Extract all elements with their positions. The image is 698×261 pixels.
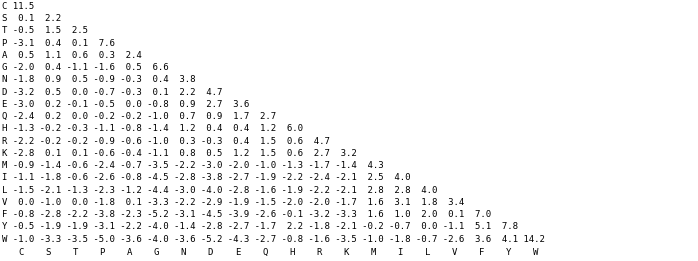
Text: L -1.5 -2.1 -1.3 -2.3 -1.2 -4.4 -3.0 -4.0 -2.8 -1.6 -1.9 -2.2 -2.1  2.8  2.8  4.: L -1.5 -2.1 -1.3 -2.3 -1.2 -4.4 -3.0 -4.… bbox=[2, 186, 438, 194]
Text: H -1.3 -0.2 -0.3 -1.1 -0.8 -1.4  1.2  0.4  0.4  1.2  6.0: H -1.3 -0.2 -0.3 -1.1 -0.8 -1.4 1.2 0.4 … bbox=[2, 124, 303, 133]
Text: T -0.5  1.5  2.5: T -0.5 1.5 2.5 bbox=[2, 26, 88, 35]
Text: L: L bbox=[424, 248, 430, 257]
Text: N -1.8  0.9  0.5 -0.9 -0.3  0.4  3.8: N -1.8 0.9 0.5 -0.9 -0.3 0.4 3.8 bbox=[2, 75, 195, 84]
Text: I: I bbox=[397, 248, 403, 257]
Text: R -2.2 -0.2 -0.2 -0.9 -0.6 -1.0  0.3 -0.3  0.4  1.5  0.6  4.7: R -2.2 -0.2 -0.2 -0.9 -0.6 -1.0 0.3 -0.3… bbox=[2, 137, 330, 146]
Text: D: D bbox=[208, 248, 213, 257]
Text: E -3.0  0.2 -0.1 -0.5  0.0 -0.8  0.9  2.7  3.6: E -3.0 0.2 -0.1 -0.5 0.0 -0.8 0.9 2.7 3.… bbox=[2, 100, 249, 109]
Text: Y: Y bbox=[506, 248, 511, 257]
Text: C 11.5: C 11.5 bbox=[2, 2, 34, 11]
Text: P -3.1  0.4  0.1  7.6: P -3.1 0.4 0.1 7.6 bbox=[2, 39, 115, 48]
Text: M -0.9 -1.4 -0.6 -2.4 -0.7 -3.5 -2.2 -3.0 -2.0 -1.0 -1.3 -1.7 -1.4  4.3: M -0.9 -1.4 -0.6 -2.4 -0.7 -3.5 -2.2 -3.… bbox=[2, 161, 384, 170]
Text: C: C bbox=[18, 248, 24, 257]
Text: E: E bbox=[235, 248, 240, 257]
Text: V: V bbox=[452, 248, 457, 257]
Text: N: N bbox=[181, 248, 186, 257]
Text: G -2.0  0.4 -1.1 -1.6  0.5  6.6: G -2.0 0.4 -1.1 -1.6 0.5 6.6 bbox=[2, 63, 169, 72]
Text: K -2.8  0.1  0.1 -0.6 -0.4 -1.1  0.8  0.5  1.2  1.5  0.6  2.7  3.2: K -2.8 0.1 0.1 -0.6 -0.4 -1.1 0.8 0.5 1.… bbox=[2, 149, 357, 158]
Text: H: H bbox=[289, 248, 295, 257]
Text: A: A bbox=[126, 248, 132, 257]
Text: G: G bbox=[154, 248, 159, 257]
Text: R: R bbox=[316, 248, 322, 257]
Text: Y -0.5 -1.9 -1.9 -3.1 -2.2 -4.0 -1.4 -2.8 -2.7 -1.7  2.2 -1.8 -2.1 -0.2 -0.7  0.: Y -0.5 -1.9 -1.9 -3.1 -2.2 -4.0 -1.4 -2.… bbox=[2, 222, 518, 231]
Text: M: M bbox=[371, 248, 376, 257]
Text: T: T bbox=[73, 248, 77, 257]
Text: W: W bbox=[533, 248, 538, 257]
Text: F -0.8 -2.8 -2.2 -3.8 -2.3 -5.2 -3.1 -4.5 -3.9 -2.6 -0.1 -3.2 -3.3  1.6  1.0  2.: F -0.8 -2.8 -2.2 -3.8 -2.3 -5.2 -3.1 -4.… bbox=[2, 210, 491, 219]
Text: Q: Q bbox=[262, 248, 267, 257]
Text: K: K bbox=[343, 248, 348, 257]
Text: S  0.1  2.2: S 0.1 2.2 bbox=[2, 14, 61, 23]
Text: Q -2.4  0.2  0.0 -0.2 -0.2 -1.0  0.7  0.9  1.7  2.7: Q -2.4 0.2 0.0 -0.2 -0.2 -1.0 0.7 0.9 1.… bbox=[2, 112, 276, 121]
Text: S: S bbox=[45, 248, 51, 257]
Text: A  0.5  1.1  0.6  0.3  2.4: A 0.5 1.1 0.6 0.3 2.4 bbox=[2, 51, 142, 60]
Text: V  0.0 -1.0  0.0 -1.8  0.1 -3.3 -2.2 -2.9 -1.9 -1.5 -2.0 -2.0 -1.7  1.6  3.1  1.: V 0.0 -1.0 0.0 -1.8 0.1 -3.3 -2.2 -2.9 -… bbox=[2, 198, 464, 207]
Text: P: P bbox=[100, 248, 105, 257]
Text: D -3.2  0.5  0.0 -0.7 -0.3  0.1  2.2  4.7: D -3.2 0.5 0.0 -0.7 -0.3 0.1 2.2 4.7 bbox=[2, 88, 223, 97]
Text: W -1.0 -3.3 -3.5 -5.0 -3.6 -4.0 -3.6 -5.2 -4.3 -2.7 -0.8 -1.6 -3.5 -1.0 -1.8 -0.: W -1.0 -3.3 -3.5 -5.0 -3.6 -4.0 -3.6 -5.… bbox=[2, 235, 545, 244]
Text: F: F bbox=[479, 248, 484, 257]
Text: I -1.1 -1.8 -0.6 -2.6 -0.8 -4.5 -2.8 -3.8 -2.7 -1.9 -2.2 -2.4 -2.1  2.5  4.0: I -1.1 -1.8 -0.6 -2.6 -0.8 -4.5 -2.8 -3.… bbox=[2, 173, 410, 182]
